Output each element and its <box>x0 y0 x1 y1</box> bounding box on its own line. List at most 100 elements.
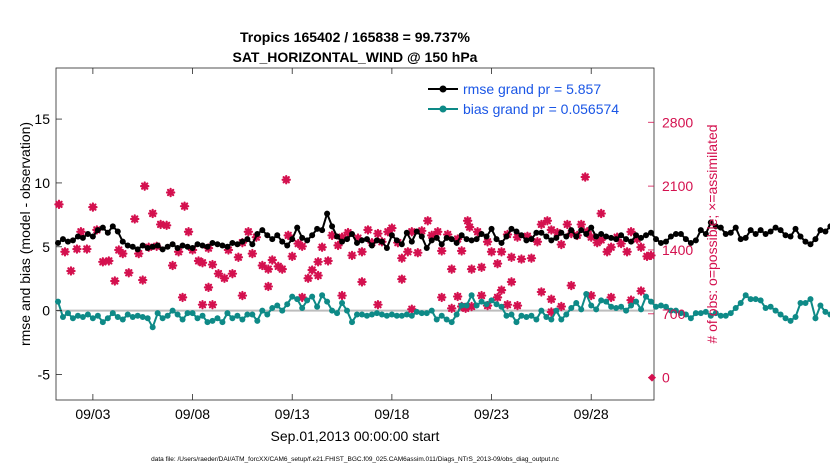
obs-assimilated-point <box>496 285 507 295</box>
obs-assimilated-point <box>147 208 158 219</box>
bias-point <box>89 315 96 322</box>
bias-point <box>493 301 500 308</box>
obs-assimilated-point <box>347 250 357 261</box>
rmse-point <box>757 227 764 234</box>
rmse-point <box>548 237 555 244</box>
x-tick-label: 09/18 <box>374 406 409 422</box>
rmse-point <box>189 245 196 252</box>
bias-point <box>737 299 744 306</box>
bias-point <box>413 308 420 315</box>
rmse-point <box>264 232 271 239</box>
bias-point <box>628 302 635 309</box>
bias-point <box>633 298 640 305</box>
rmse-point <box>284 242 291 249</box>
bias-point <box>334 310 341 317</box>
bias-point <box>727 310 734 317</box>
rmse-point <box>129 243 136 250</box>
bias-point <box>797 299 804 306</box>
bias-point <box>598 297 605 304</box>
bias-point <box>593 306 600 313</box>
rmse-point <box>812 236 819 243</box>
rmse-point <box>692 237 699 244</box>
rmse-point <box>623 236 630 243</box>
rmse-point <box>59 236 66 243</box>
rmse-point <box>677 231 684 237</box>
bias-point <box>164 312 171 319</box>
bias-point <box>488 297 495 304</box>
obs-assimilated-point <box>313 257 323 267</box>
rmse-point <box>573 233 580 240</box>
obs-assimilated-point <box>616 238 626 249</box>
rmse-point <box>473 236 480 243</box>
obs-assimilated-point <box>104 256 114 266</box>
bias-point <box>553 307 560 314</box>
bias-point <box>747 296 754 303</box>
rmse-point <box>747 227 754 234</box>
rmse-point <box>339 238 346 245</box>
rmse-point <box>722 231 729 237</box>
bias-point <box>732 305 739 312</box>
bias-point <box>339 299 346 306</box>
rmse-point <box>633 232 640 239</box>
obs-assimilated-point <box>207 259 218 270</box>
bias-point <box>139 314 146 320</box>
rmse-point <box>817 227 824 234</box>
rmse-point <box>184 243 191 250</box>
rmse-point <box>299 234 306 241</box>
bias-point <box>149 324 156 331</box>
obs-assimilated-point <box>452 291 463 302</box>
rmse-point <box>413 228 420 235</box>
rmse-point <box>762 231 769 237</box>
obs-assimilated-point <box>161 220 172 231</box>
rmse-point <box>523 237 530 244</box>
rmse-point <box>279 238 286 245</box>
rmse-point <box>79 234 86 241</box>
rmse-point <box>378 238 385 245</box>
obs-assimilated-point <box>387 223 397 233</box>
obs-assimilated-point <box>323 256 333 266</box>
bias-point <box>179 316 186 323</box>
rmse-point <box>209 239 216 246</box>
rmse-point <box>742 234 749 241</box>
rmse-point <box>752 231 759 237</box>
rmse-point <box>618 232 625 239</box>
rmse-point <box>89 233 96 240</box>
rmse-point <box>289 236 296 243</box>
rmse-point <box>528 236 535 243</box>
rmse-point <box>563 233 570 240</box>
rmse-point <box>648 229 655 236</box>
y-axis-left-label: rmse and bias (model - observation) <box>17 122 33 346</box>
rmse-point <box>169 241 176 248</box>
bias-point <box>254 317 261 324</box>
obs-assimilated-point <box>492 258 503 269</box>
rmse-point <box>543 233 550 240</box>
bias-point <box>807 296 814 303</box>
obs-assimilated-point <box>72 244 82 254</box>
rmse-point <box>652 236 659 243</box>
obs-assimilated-point <box>287 251 297 262</box>
obs-assimilated-point <box>512 300 523 311</box>
bias-point <box>787 317 794 324</box>
rmse-point <box>114 228 121 235</box>
bias-point <box>538 307 545 314</box>
bias-point <box>662 303 669 310</box>
bias-point <box>259 307 266 314</box>
rmse-point <box>104 229 111 236</box>
bias-point <box>124 311 131 318</box>
obs-assimilated-point <box>88 202 98 212</box>
obs-assimilated-point <box>536 287 547 297</box>
bias-point <box>94 312 101 319</box>
rmse-point <box>787 233 794 240</box>
obs-assimilated-point <box>413 247 423 258</box>
rmse-point <box>368 242 375 249</box>
bias-point <box>174 311 181 318</box>
rmse-point <box>358 237 365 244</box>
rmse-point <box>782 232 789 239</box>
x-tick-label: 09/13 <box>275 406 310 422</box>
rmse-point <box>662 238 669 245</box>
rmse-point <box>593 233 600 240</box>
obs-assimilated-point <box>197 258 208 268</box>
obs-assimilated-point <box>606 292 616 303</box>
rmse-point <box>737 236 744 243</box>
obs-assimilated-point <box>466 264 477 274</box>
